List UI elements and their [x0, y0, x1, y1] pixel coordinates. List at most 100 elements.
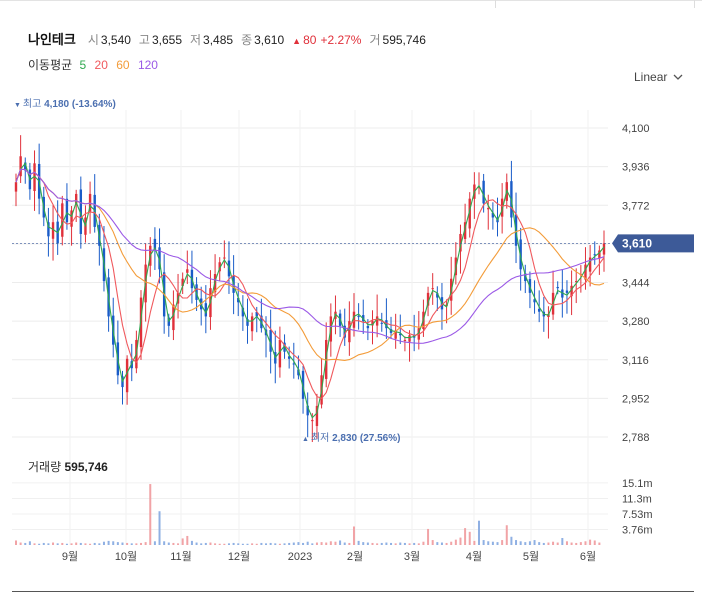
max-label: 최고: [23, 98, 44, 110]
candle-body: [79, 189, 83, 234]
volume-bar: [366, 542, 369, 545]
volume-bar: [352, 526, 355, 545]
candle-body: [565, 290, 569, 293]
max-marker-icon: ▼: [14, 102, 23, 109]
volume-bar: [524, 542, 527, 545]
volume-bar: [552, 541, 555, 545]
candle-body: [584, 264, 587, 280]
moving-average-line-20: [15, 168, 605, 400]
volume-axis-value: 595,746: [64, 460, 108, 474]
candle-body: [297, 369, 300, 376]
volume-bar: [200, 543, 203, 545]
volume-tick-label: 15.1m: [622, 478, 653, 490]
min-value: 2,830 (27.56%): [332, 433, 400, 444]
price-tick-label: 3,936: [622, 162, 650, 174]
stock-name: 나인테크: [28, 32, 76, 47]
volume-bar: [440, 542, 443, 545]
x-tick-label: 12월: [228, 550, 250, 563]
volume-bar: [75, 542, 78, 545]
volume-tick-label: 7.53m: [622, 509, 653, 521]
price-header: 나인테크 시 3,540 고 3,655 저 3,485 종 3,610 ▲ 8…: [28, 29, 434, 48]
moving-average-legend: 이동평균 5 20 60 120: [28, 56, 163, 73]
volume-bar: [260, 542, 263, 545]
volume-bar: [533, 540, 536, 545]
candle-body: [371, 321, 374, 326]
low-label: 저: [190, 33, 202, 47]
volume-bar: [487, 541, 490, 545]
change-up-icon: ▲: [292, 36, 302, 46]
price-tick-label: 4,100: [622, 123, 650, 135]
volume-bar: [464, 528, 467, 545]
volume-bar: [473, 540, 476, 545]
volume-bar: [70, 543, 73, 545]
volume-bar: [408, 543, 411, 545]
candle-body: [385, 320, 388, 329]
volume-bar: [371, 542, 374, 545]
volume-bar: [255, 543, 258, 545]
candle-body: [491, 212, 495, 218]
x-tick-label: 11월: [170, 550, 192, 563]
volume-bar: [251, 543, 254, 545]
volume-bar: [218, 543, 221, 545]
volume-tick-label: 11.3m: [622, 493, 652, 505]
volume-bar: [246, 543, 249, 545]
volume-bar: [417, 543, 420, 545]
volume-bar: [158, 511, 161, 545]
candle-body: [357, 316, 360, 318]
volume-bar: [450, 541, 453, 545]
volume-bar: [334, 541, 337, 545]
max-value: 4,180 (-13.64%): [44, 99, 116, 110]
candle-body: [459, 233, 462, 252]
change-percent: +2.27%: [320, 33, 362, 47]
current-price-tag: [612, 234, 694, 253]
volume-bars-group: [15, 484, 601, 545]
candle-body: [426, 292, 430, 306]
volume-value: 595,746: [382, 33, 426, 47]
ma-20-label: 20: [94, 58, 108, 72]
candle-body: [287, 356, 291, 359]
volume-bar: [477, 520, 480, 545]
scale-toggle-button[interactable]: Linear: [634, 70, 683, 84]
volume-bar: [454, 539, 457, 545]
candle-body: [352, 311, 356, 328]
bottom-divider: [12, 591, 694, 592]
candle-body: [269, 329, 272, 352]
ma-60-label: 60: [116, 58, 130, 72]
volume-bar: [413, 542, 416, 545]
volume-axis-label: 거래량 595,746: [28, 460, 108, 474]
moving-average-label: 이동평균: [28, 58, 73, 72]
candle-body: [223, 257, 226, 259]
volume-bar: [542, 542, 545, 545]
volume-bar: [297, 542, 300, 545]
candle-body: [431, 288, 434, 290]
candle-body: [408, 335, 411, 342]
close-label: 종: [241, 33, 253, 47]
candle-body: [241, 307, 245, 317]
volume-bar: [112, 541, 115, 545]
volume-bar: [339, 540, 342, 545]
volume-bar: [292, 542, 295, 545]
volume-bar: [357, 540, 360, 545]
volume-bar: [390, 542, 393, 545]
x-tick-label: 5월: [523, 550, 539, 563]
volume-bar: [496, 542, 499, 545]
candle-body: [33, 163, 36, 192]
candle-body: [246, 319, 249, 326]
volume-bar: [468, 531, 471, 545]
volume-bar: [376, 543, 379, 545]
moving-average-line-60: [15, 168, 605, 361]
top-divider: [0, 0, 702, 8]
volume-bar: [501, 540, 504, 545]
volume-bar: [283, 543, 286, 545]
candle-body: [588, 257, 592, 272]
price-tick-label: 2,788: [622, 432, 650, 444]
x-tick-label: 2023: [288, 551, 312, 563]
volume-bar: [47, 543, 50, 545]
x-tick-label: 9월: [62, 550, 78, 563]
candle-body: [237, 297, 240, 303]
volume-bar: [135, 543, 138, 545]
candle-body: [487, 208, 490, 210]
high-label: 고: [138, 33, 150, 47]
candle-body: [561, 289, 564, 298]
